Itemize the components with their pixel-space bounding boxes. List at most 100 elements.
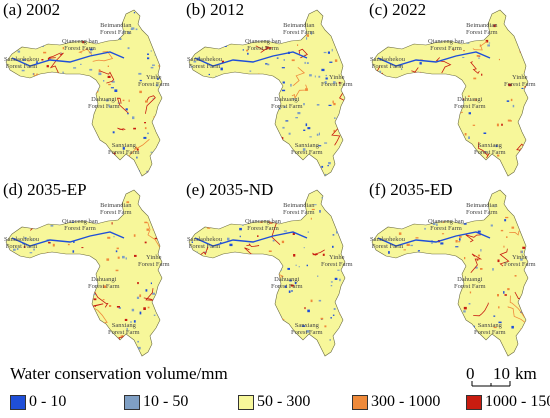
place-label-qianceng: Qianceng ban Forest Farm [62, 38, 98, 52]
place-label-yinhe: Yinhe Forest Farm [504, 74, 536, 88]
map-panel: (f) 2035-ED Beimandian Forest Farm Qianceng… [366, 180, 549, 360]
legend-swatch [10, 395, 26, 410]
place-label-line: Beimandian [100, 22, 132, 29]
region-map [371, 9, 529, 177]
place-label-line: Forest Farm [466, 209, 498, 216]
map-panel: (d) 2035-EP Beimandian Forest Farm Qianceng… [0, 180, 183, 360]
place-label-line: Forest Farm [454, 283, 486, 290]
region-fill [188, 189, 346, 357]
place-label-line: Beimandian [283, 22, 315, 29]
place-label-dahuangi: Dahuangi Forest Farm [88, 276, 120, 290]
place-label-sandaohekou: Sandaohekou Forest Farm [370, 56, 405, 70]
place-label-yinhe: Yinhe Forest Farm [321, 74, 353, 88]
place-label-line: Forest Farm [271, 103, 303, 110]
place-label-line: Forest Farm [504, 261, 536, 268]
region-fill [188, 9, 346, 177]
map-panel: (b) 2012 Beimandian Forest Farm Qianceng ba… [183, 0, 366, 180]
legend-label: 50 - 300 [257, 393, 311, 410]
river-line [194, 231, 308, 247]
place-label-line: Beimandian [466, 202, 498, 209]
panel-title: (b) 2012 [186, 0, 245, 19]
legend-label: 0 - 10 [29, 393, 67, 410]
place-label-yinhe: Yinhe Forest Farm [138, 74, 170, 88]
place-label-line: Forest Farm [474, 149, 506, 156]
place-label-line: Yinhe [329, 254, 345, 261]
place-label-line: Beimandian [283, 202, 315, 209]
place-label-sanxiang: Sanxiang Forest Farm [474, 142, 506, 156]
place-label-line: Forest Farm [188, 243, 221, 250]
place-label-sanxiang: Sanxiang Forest Farm [291, 142, 323, 156]
river-line [11, 51, 125, 67]
panel-title: (c) 2022 [369, 0, 427, 19]
legend-title: Water conservation volume/mm [10, 364, 228, 383]
place-label-qianceng: Qianceng ban Forest Farm [245, 38, 281, 52]
legend-swatch [124, 395, 140, 410]
place-label-sanxiang: Sanxiang Forest Farm [108, 142, 140, 156]
place-label-line: Forest Farm [247, 225, 279, 232]
place-label-line: Forest Farm [247, 45, 279, 52]
place-label-line: Sanxiang [477, 322, 502, 329]
place-label-dahuangi: Dahuangi Forest Farm [88, 96, 120, 110]
place-label-sandaohekou: Sandaohekou Forest Farm [4, 56, 39, 70]
place-label-yinhe: Yinhe Forest Farm [138, 254, 170, 268]
place-label-line: Sanxiang [294, 322, 319, 329]
place-label-dahuangi: Dahuangi Forest Farm [271, 96, 303, 110]
place-label-line: Qianceng ban [428, 38, 464, 45]
place-label-beimandian: Beimandian Forest Farm [283, 202, 315, 216]
panel-title: (e) 2035-ND [186, 180, 274, 199]
region-fill [5, 189, 163, 357]
region-fill [5, 9, 163, 177]
place-label-line: Qianceng ban [428, 218, 464, 225]
place-label-line: Beimandian [100, 202, 132, 209]
place-label-sanxiang: Sanxiang Forest Farm [474, 322, 506, 336]
place-label-beimandian: Beimandian Forest Farm [100, 202, 132, 216]
region-map [371, 189, 529, 357]
region-map [5, 189, 163, 357]
place-label-line: Forest Farm [321, 81, 353, 88]
region-fill [371, 189, 529, 357]
place-label-line: Forest Farm [271, 283, 303, 290]
place-label-line: Forest Farm [454, 103, 486, 110]
legend: Water conservation volume/mm 0 10 km 0 -… [0, 360, 550, 418]
place-label-qianceng: Qianceng ban Forest Farm [428, 218, 464, 232]
place-label-dahuangi: Dahuangi Forest Farm [271, 276, 303, 290]
legend-label: 300 - 1000 [371, 393, 441, 410]
place-label-line: Forest Farm [283, 209, 315, 216]
river-line [194, 51, 308, 67]
place-label-line: Yinhe [512, 74, 528, 81]
place-label-line: Forest Farm [321, 261, 353, 268]
place-label-line: Qianceng ban [62, 38, 98, 45]
place-label-line: Beimandian [466, 22, 498, 29]
legend-swatch [466, 395, 482, 410]
panel-title: (a) 2002 [3, 0, 61, 19]
region-map [188, 9, 346, 177]
place-label-line: Forest Farm [291, 329, 323, 336]
place-label-line: Dahuangi [274, 276, 300, 283]
place-label-line: Forest Farm [108, 329, 140, 336]
place-label-line: Forest Farm [5, 243, 38, 250]
place-label-line: Forest Farm [504, 81, 536, 88]
place-label-line: Yinhe [329, 74, 345, 81]
place-label-yinhe: Yinhe Forest Farm [504, 254, 536, 268]
place-label-line: Forest Farm [64, 225, 96, 232]
place-label-line: Forest Farm [466, 29, 498, 36]
place-label-line: Forest Farm [138, 261, 170, 268]
region-fill [371, 9, 529, 177]
place-label-sanxiang: Sanxiang Forest Farm [108, 322, 140, 336]
place-label-dahuangi: Dahuangi Forest Farm [454, 276, 486, 290]
place-label-line: Sanxiang [294, 142, 319, 149]
region-map [5, 9, 163, 177]
place-label-line: Forest Farm [283, 29, 315, 36]
place-label-line: Qianceng ban [245, 38, 281, 45]
place-label-sanxiang: Sanxiang Forest Farm [291, 322, 323, 336]
place-label-qianceng: Qianceng ban Forest Farm [428, 38, 464, 52]
place-label-line: Sandaohekou [370, 236, 406, 243]
river-line [11, 231, 125, 247]
place-label-line: Forest Farm [88, 103, 120, 110]
place-label-line: Forest Farm [430, 225, 462, 232]
place-label-line: Sandaohekou [4, 236, 40, 243]
map-panel: (a) 2002 Beimandian Forest Farm Qianceng ba… [0, 0, 183, 180]
panel-title: (d) 2035-EP [3, 180, 87, 199]
legend-label: 10 - 50 [143, 393, 189, 410]
place-label-line: Sanxiang [477, 142, 502, 149]
